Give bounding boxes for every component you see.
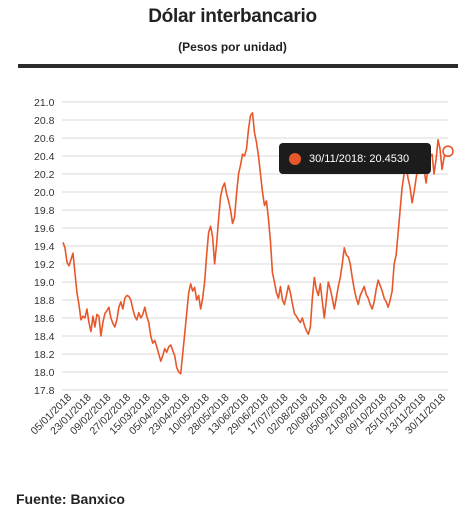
y-tick-label: 21.0 — [34, 97, 55, 109]
title-divider — [18, 64, 458, 68]
tooltip-text: 30/11/2018: 20.4530 — [309, 152, 410, 165]
y-tick-label: 18.0 — [34, 367, 55, 379]
y-tick-label: 20.6 — [34, 133, 55, 145]
y-axis-ticks: 21.0 20.8 20.6 20.4 20.2 20.0 19.8 19.6 19.4 19.2… — [34, 97, 55, 397]
marker-layer — [442, 145, 454, 158]
tooltip-series-dot — [289, 152, 301, 165]
x-axis-ticks: 05/01/201823/01/201809/02/201827/02/2018… — [28, 392, 448, 438]
y-tick-label: 20.8 — [34, 115, 55, 127]
series-layer — [62, 112, 449, 375]
data-tooltip: 30/11/2018: 20.4530 — [279, 143, 431, 174]
chart-title: Dólar interbancario — [148, 6, 317, 27]
y-tick-label: 18.4 — [34, 331, 55, 343]
source-note: Fuente: Banxico — [16, 491, 125, 507]
y-tick-label: 20.2 — [34, 169, 55, 181]
y-tick-label: 19.8 — [34, 205, 55, 217]
grid-lines — [62, 101, 448, 391]
y-tick-label: 18.8 — [34, 295, 55, 307]
y-tick-label: 20.0 — [34, 187, 55, 199]
y-tick-label: 19.6 — [34, 223, 55, 235]
y-tick-label: 19.2 — [34, 259, 55, 271]
y-tick-label: 19.0 — [34, 277, 55, 289]
line-chart[interactable]: 21.0 20.8 20.6 20.4 20.2 20.0 19.8 19.6 19.4 19.2… — [0, 0, 465, 490]
y-tick-label: 18.2 — [34, 349, 55, 361]
y-tick-label: 19.4 — [34, 241, 55, 253]
y-tick-label: 20.4 — [34, 151, 55, 163]
y-tick-label: 18.6 — [34, 313, 55, 325]
chart-subtitle: (Pesos por unidad) — [178, 40, 287, 54]
series-line — [62, 112, 449, 375]
hover-point-marker[interactable] — [442, 145, 454, 158]
y-tick-label: 17.8 — [34, 385, 55, 397]
